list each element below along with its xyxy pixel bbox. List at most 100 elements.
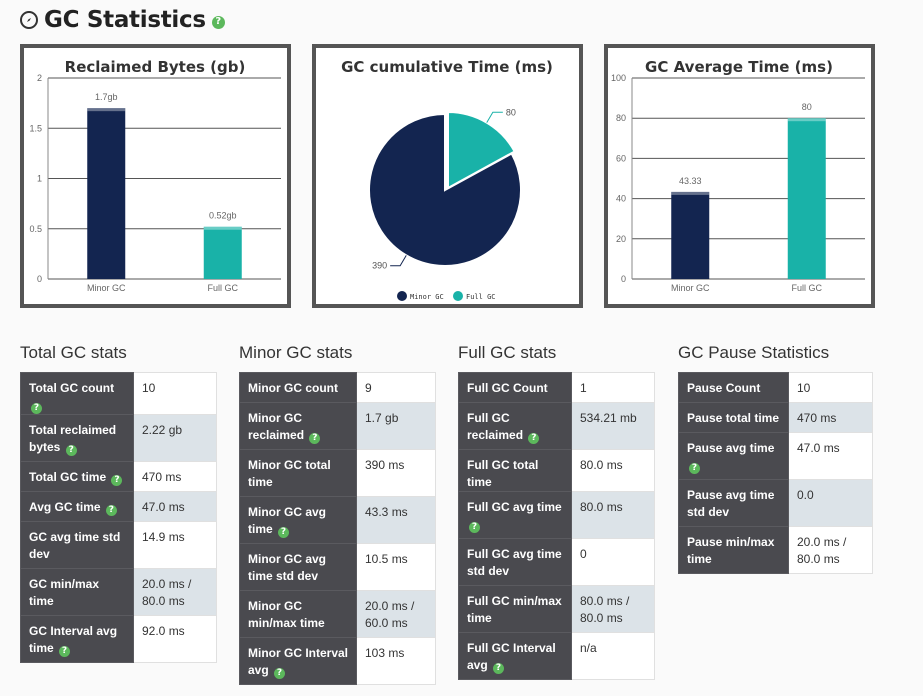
reclaimed-bytes-chart: Reclaimed Bytes (gb) 0 0.5 1 1.5 2 1.7gb Minor … [20,44,291,308]
stat-value: 9 [356,372,436,403]
total-gc-stats-title: Total GC stats [20,343,127,362]
question-icon[interactable]: ? [59,646,71,657]
question-icon[interactable]: ? [278,527,290,538]
table-row: Minor GC avg time std dev 10.5 ms [239,543,436,591]
full-gc-stats: Full GC stats Full GC Count 1 Full GC recl… [458,343,655,680]
legend-swatch [453,291,463,301]
stat-value: n/a [571,632,655,680]
stat-label: GC avg time std dev [20,521,134,569]
question-icon[interactable]: ? [274,668,286,679]
total-gc-stats: Total GC stats Total GC count ? 10 Total r… [20,343,217,663]
stat-label-text: Minor GC avg time [248,505,327,536]
page-title: GC Statistics [44,7,206,33]
stat-label-text: Avg GC time [29,500,101,514]
stat-label-text: Full GC avg time [467,500,562,514]
stat-label-text: GC avg time std dev [29,530,121,561]
stat-label-text: Full GC total time [467,458,539,489]
stat-value: 20.0 ms / 80.0 ms [788,526,873,574]
compass-icon [20,11,38,29]
stat-label: Minor GC count [239,372,357,403]
table-row: Full GC reclaimed ? 534.21 mb [458,402,655,450]
stat-label-text: GC min/max time [29,577,100,608]
x-tick-label: Minor GC [87,283,126,293]
question-icon[interactable]: ? [493,663,505,674]
table-row: Total reclaimed bytes ? 2.22 gb [20,414,217,462]
stat-label: Full GC reclaimed ? [458,402,572,450]
stat-label: Pause avg time ? [678,432,789,480]
stat-label: Minor GC Interval avg ? [239,637,357,685]
table-row: Total GC time ? 470 ms [20,461,217,492]
data-label: 80 [506,107,516,117]
stat-value: 390 ms [356,449,436,497]
table-row: Full GC Interval avg ? n/a [458,632,655,680]
stat-label: Avg GC time ? [20,491,134,522]
stat-label: Full GC Interval avg ? [458,632,572,680]
table-row: Minor GC Interval avg ? 103 ms [239,637,436,685]
gc-cumulative-time-chart: GC cumulative Time (ms) 80 390 Minor GC Full… [312,44,583,308]
stat-label: Full GC avg time ? [458,491,572,539]
stat-label: Pause avg time std dev [678,479,789,527]
stat-label-text: Full GC Interval avg [467,641,556,672]
y-tick-label: 0 [621,274,626,284]
gc-average-time-chart: GC Average Time (ms) 0 20 40 60 80 100 43.33 Min… [604,44,875,308]
stat-label-text: Minor GC min/max time [248,599,325,630]
question-icon[interactable]: ? [309,433,321,444]
question-icon[interactable]: ? [689,463,700,474]
minor-gc-stats-table: Minor GC count 9 Minor GC reclaimed ? 1.7 g… [239,372,436,685]
stat-value: 80.0 ms [571,449,655,492]
bar [671,191,710,279]
data-label: 80 [802,102,812,112]
stat-label-text: Pause min/max time [687,535,775,566]
table-row: Full GC avg time std dev 0 [458,538,655,586]
stat-value: 43.3 ms [356,496,436,544]
stat-label-text: Full GC min/max time [467,594,562,625]
bar-highlight [787,118,826,122]
stat-label: Total GC count ? [20,372,134,415]
data-label: 390 [372,261,387,271]
y-tick-label: 0 [37,274,42,284]
table-row: Pause avg time ? 47.0 ms [678,432,873,480]
y-tick-label: 20 [616,234,626,244]
stat-value: 103 ms [356,637,436,685]
gc-average-time-svg: GC Average Time (ms) 0 20 40 60 80 100 43.33 Min… [611,58,865,293]
stat-label: Full GC Count [458,372,572,403]
question-icon[interactable]: ? [469,522,480,533]
question-icon[interactable]: ? [31,403,42,414]
stat-value: 2.22 gb [133,414,217,462]
gc-pause-stats-table: Pause Count 10 Pause total time 470 ms Pause… [678,372,873,574]
question-icon[interactable]: ? [105,505,117,516]
stat-value: 470 ms [788,402,873,433]
table-row: Pause min/max time 20.0 ms / 80.0 ms [678,526,873,574]
stat-label-text: Full GC reclaimed [467,411,524,442]
table-row: Minor GC avg time ? 43.3 ms [239,496,436,544]
question-icon[interactable]: ? [211,15,225,29]
gc-pause-stats-title: GC Pause Statistics [678,343,830,362]
full-gc-stats-title: Full GC stats [458,343,557,362]
stat-label-text: Pause total time [687,411,780,425]
y-tick-label: 100 [611,73,626,83]
data-label: 0.52gb [209,211,237,221]
stat-label: Minor GC total time [239,449,357,497]
stat-value: 20.0 ms / 80.0 ms [133,568,217,616]
question-icon[interactable]: ? [111,475,123,486]
stat-value: 80.0 ms / 80.0 ms [571,585,655,633]
table-row: GC min/max time 20.0 ms / 80.0 ms [20,568,217,616]
stat-label: Pause total time [678,402,789,433]
stat-label: Full GC min/max time [458,585,572,633]
stat-label-text: Minor GC avg time std dev [248,552,327,583]
bar-highlight [87,108,126,112]
data-label: 1.7gb [95,92,118,102]
stat-label-text: Pause Count [687,381,761,395]
minor-gc-stats: Minor GC stats Minor GC count 9 Minor GC r… [239,343,436,685]
stat-label: GC min/max time [20,568,134,616]
stat-label: Minor GC reclaimed ? [239,402,357,450]
bar [87,108,126,280]
legend-label: Minor GC [410,293,444,301]
stat-label: Total GC time ? [20,461,134,492]
question-icon[interactable]: ? [528,433,540,444]
stat-label: Minor GC min/max time [239,590,357,638]
stat-label-text: Minor GC total time [248,458,331,489]
question-icon[interactable]: ? [65,445,77,456]
stat-value: 470 ms [133,461,217,492]
stat-value: 14.9 ms [133,521,217,569]
